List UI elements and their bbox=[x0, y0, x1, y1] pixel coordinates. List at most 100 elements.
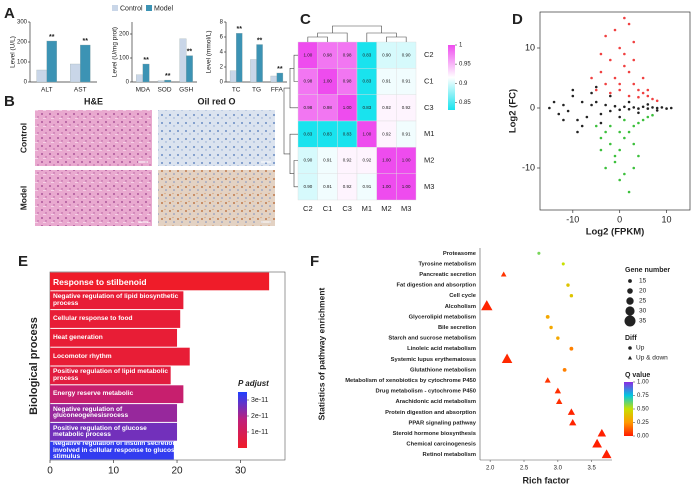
x-tick-label: C1 bbox=[323, 204, 333, 213]
point bbox=[618, 130, 621, 134]
bar bbox=[164, 79, 172, 83]
cell-label: 1.00 bbox=[402, 158, 411, 163]
colorbar-tick-label: 0.85 bbox=[459, 100, 471, 106]
x-tick-label: GSH bbox=[179, 87, 193, 94]
panel-label: D bbox=[512, 11, 523, 28]
significance: ** bbox=[257, 37, 263, 44]
y-tick-label: 8 bbox=[220, 20, 224, 26]
legend-label: 30 bbox=[639, 308, 647, 315]
point bbox=[632, 40, 636, 44]
point bbox=[580, 124, 584, 128]
point bbox=[618, 88, 621, 92]
point bbox=[569, 418, 577, 426]
point bbox=[655, 99, 659, 103]
y-tick-label: C2 bbox=[424, 50, 434, 59]
y-axis-label: Biological process bbox=[28, 317, 40, 415]
y-tick-label: 200 bbox=[119, 32, 130, 38]
cell-label: 0.90 bbox=[382, 52, 391, 57]
category-label: Glycerolipid metabolism bbox=[409, 314, 476, 320]
point bbox=[651, 113, 654, 117]
point bbox=[609, 94, 612, 98]
point bbox=[561, 262, 565, 266]
column-header: H&E bbox=[84, 96, 103, 106]
point bbox=[637, 154, 640, 158]
x-axis-label: Rich factor bbox=[522, 475, 570, 485]
bar bbox=[229, 70, 237, 83]
point bbox=[590, 91, 593, 95]
point bbox=[632, 82, 636, 86]
bar-label-box: Energy reserve metabolic bbox=[53, 390, 133, 397]
y-tick-label: C1 bbox=[424, 76, 434, 85]
category-label: PPAR signaling pathway bbox=[408, 420, 476, 426]
point bbox=[613, 160, 617, 164]
category-label: Linoleic acid metabolism bbox=[407, 346, 476, 352]
legend-title: Gene number bbox=[625, 267, 670, 274]
y-tick-label: 300 bbox=[17, 20, 28, 26]
colorbar-tick-label: 0.75 bbox=[637, 393, 649, 399]
bar bbox=[50, 441, 174, 460]
bar-label: Heat generation bbox=[53, 333, 103, 341]
bar bbox=[136, 74, 143, 83]
bar bbox=[36, 69, 47, 83]
cell-label: 1.00 bbox=[303, 52, 312, 57]
bar-label: Negative regulation of gluconeogenesisro… bbox=[53, 405, 129, 420]
point bbox=[623, 172, 626, 176]
significance: ** bbox=[49, 34, 55, 41]
point bbox=[646, 103, 650, 106]
significance: ** bbox=[165, 73, 171, 80]
dendrogram bbox=[332, 25, 382, 33]
cell-label: 0.92 bbox=[343, 158, 352, 163]
legend-label: Up bbox=[636, 345, 645, 352]
cell-label: 0.83 bbox=[362, 79, 371, 84]
x-tick-label: 20 bbox=[171, 466, 183, 477]
point bbox=[623, 105, 626, 109]
x-tick-label: 3.0 bbox=[554, 466, 563, 472]
bar-label-box: Positive regulation of glucose metabolic… bbox=[53, 425, 147, 438]
cell-label: 0.92 bbox=[382, 105, 391, 110]
cell-label: 0.92 bbox=[382, 131, 391, 136]
point bbox=[601, 449, 612, 459]
x-axis-label: Log2 (FPKM) bbox=[586, 227, 645, 238]
bar bbox=[250, 59, 257, 83]
colorbar-title: P adjust bbox=[238, 379, 269, 388]
bar bbox=[256, 44, 263, 83]
cell-label: 1.00 bbox=[382, 158, 391, 163]
point bbox=[637, 88, 640, 92]
point bbox=[609, 124, 612, 128]
point bbox=[665, 107, 668, 110]
bar-label-box: Negative regulation of insulin secretion… bbox=[53, 442, 178, 461]
bar bbox=[50, 328, 178, 347]
panel-label: A bbox=[4, 5, 15, 22]
y-tick-label: M2 bbox=[424, 155, 434, 164]
point bbox=[623, 16, 626, 20]
legend-swatch bbox=[112, 5, 118, 11]
category-label: Cell cycle bbox=[449, 293, 477, 299]
point bbox=[623, 118, 626, 122]
bar bbox=[70, 63, 81, 83]
point bbox=[651, 97, 654, 101]
point bbox=[641, 118, 645, 122]
legend-label: 20 bbox=[639, 288, 647, 295]
y-tick-label: M3 bbox=[424, 182, 434, 191]
cell-label: 0.91 bbox=[402, 131, 411, 136]
category-label: Starch and sucrose metabolism bbox=[388, 336, 476, 342]
bar bbox=[270, 75, 277, 83]
point bbox=[655, 109, 659, 112]
panel-label: E bbox=[18, 253, 28, 270]
colorbar-tick-label: 3e-11 bbox=[251, 397, 268, 404]
cell-label: 0.92 bbox=[402, 105, 411, 110]
point bbox=[555, 398, 563, 404]
cell-label: 0.91 bbox=[402, 79, 411, 84]
legend-label: 15 bbox=[639, 278, 647, 285]
cell-label: 1.00 bbox=[362, 131, 371, 136]
point bbox=[669, 106, 673, 110]
legend-size-mark bbox=[628, 279, 632, 283]
point bbox=[627, 22, 631, 26]
micrograph bbox=[158, 170, 275, 226]
legend-title: Diff bbox=[625, 335, 637, 342]
y-tick-label: 10 bbox=[525, 42, 535, 52]
point bbox=[590, 76, 593, 80]
micrograph bbox=[158, 110, 275, 166]
significance: ** bbox=[236, 26, 242, 33]
